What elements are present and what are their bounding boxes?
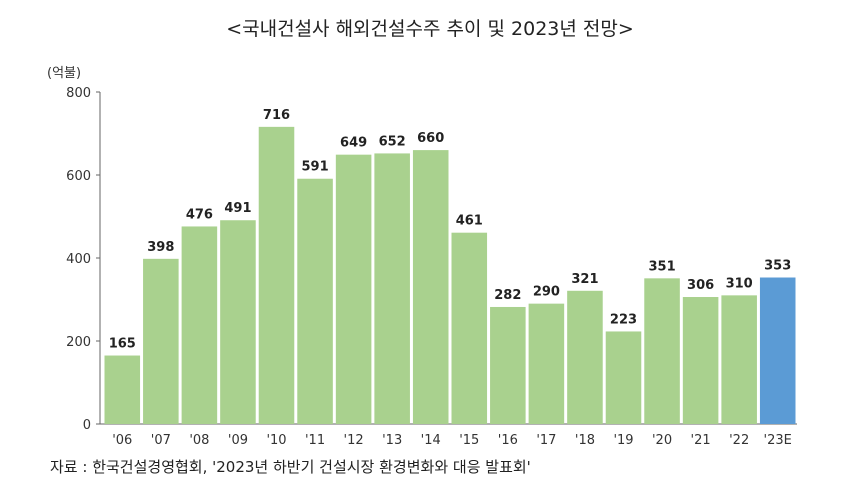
bar [297, 178, 333, 424]
x-tick-label: '09 [228, 433, 248, 448]
bar-value-label: 591 [301, 160, 328, 175]
bar-value-label: 353 [764, 259, 791, 274]
bar-value-label: 491 [224, 201, 251, 216]
bar [374, 153, 410, 425]
bar [605, 331, 642, 424]
bar [682, 297, 719, 424]
x-tick-label: '21 [691, 433, 711, 448]
x-tick-label: '08 [189, 433, 209, 448]
bar-value-label: 660 [417, 131, 444, 146]
bar [528, 303, 565, 424]
bar-value-label: 290 [533, 285, 560, 300]
bar-value-label: 351 [648, 259, 675, 274]
bar [490, 306, 526, 424]
bar-chart: (억불) 0 200 400 600 800 165 398 476 491 716 591 649… [47, 66, 797, 448]
bar [451, 232, 488, 424]
bar-value-label: 476 [186, 207, 213, 222]
y-tick-label: 200 [66, 335, 91, 350]
x-tick-label: '13 [382, 433, 402, 448]
y-tick-label: 600 [66, 169, 91, 184]
bar [644, 278, 680, 424]
bar-value-label: 716 [263, 108, 290, 123]
bar-value-label: 652 [379, 134, 406, 149]
chart-title: <국내건설사 해외건설수주 추이 및 2023년 전망> [226, 18, 634, 40]
bar [104, 355, 141, 424]
bar [143, 258, 179, 424]
x-tick-label: '20 [652, 433, 672, 448]
bar [412, 150, 449, 424]
x-tick-label: '19 [613, 433, 633, 448]
x-tick-label: '16 [498, 433, 518, 448]
x-tick-label: '15 [459, 433, 479, 448]
bar [335, 154, 372, 425]
bar-value-label: 310 [726, 276, 753, 291]
bar-values: 165 398 476 491 716 591 649 652 660 461 282 290 321 2… [109, 108, 792, 352]
y-tick-label: 0 [83, 418, 91, 433]
y-tick-label: 800 [66, 86, 91, 101]
x-tick-label: '10 [266, 433, 286, 448]
x-tick-label: '11 [305, 433, 325, 448]
bar-value-label: 398 [147, 240, 174, 255]
x-tick-label: '18 [575, 433, 595, 448]
bar-value-label: 461 [456, 214, 483, 229]
x-labels: '06 '07 '08 '09 '10 '11 '12 '13 '14 '15 '16 '17 '18 '… [112, 433, 792, 448]
bar-value-label: 321 [571, 272, 598, 287]
bar-value-label: 306 [687, 278, 714, 293]
bar [721, 295, 757, 424]
bar-value-label: 223 [610, 312, 637, 327]
y-ticks: 0 200 400 600 800 [66, 86, 100, 433]
bar [181, 226, 218, 424]
x-tick-label: '14 [421, 433, 441, 448]
unit-label: (억불) [47, 66, 81, 81]
bar-value-label: 649 [340, 136, 367, 151]
bar [220, 220, 256, 424]
bar-value-label: 282 [494, 288, 521, 303]
bar-value-label: 165 [109, 337, 136, 352]
bar [759, 277, 796, 424]
x-tick-label: '23E [764, 433, 792, 448]
x-tick-label: '06 [112, 433, 132, 448]
y-tick-label: 400 [66, 252, 91, 267]
x-tick-label: '12 [344, 433, 364, 448]
x-tick-label: '22 [729, 433, 749, 448]
x-tick-label: '17 [536, 433, 556, 448]
bar [258, 126, 295, 425]
source-note: 자료 : 한국건설경영협회, '2023년 하반기 건설시장 환경변화와 대응 … [50, 458, 531, 476]
x-tick-label: '07 [151, 433, 171, 448]
bar [567, 290, 603, 424]
bars [104, 126, 796, 425]
